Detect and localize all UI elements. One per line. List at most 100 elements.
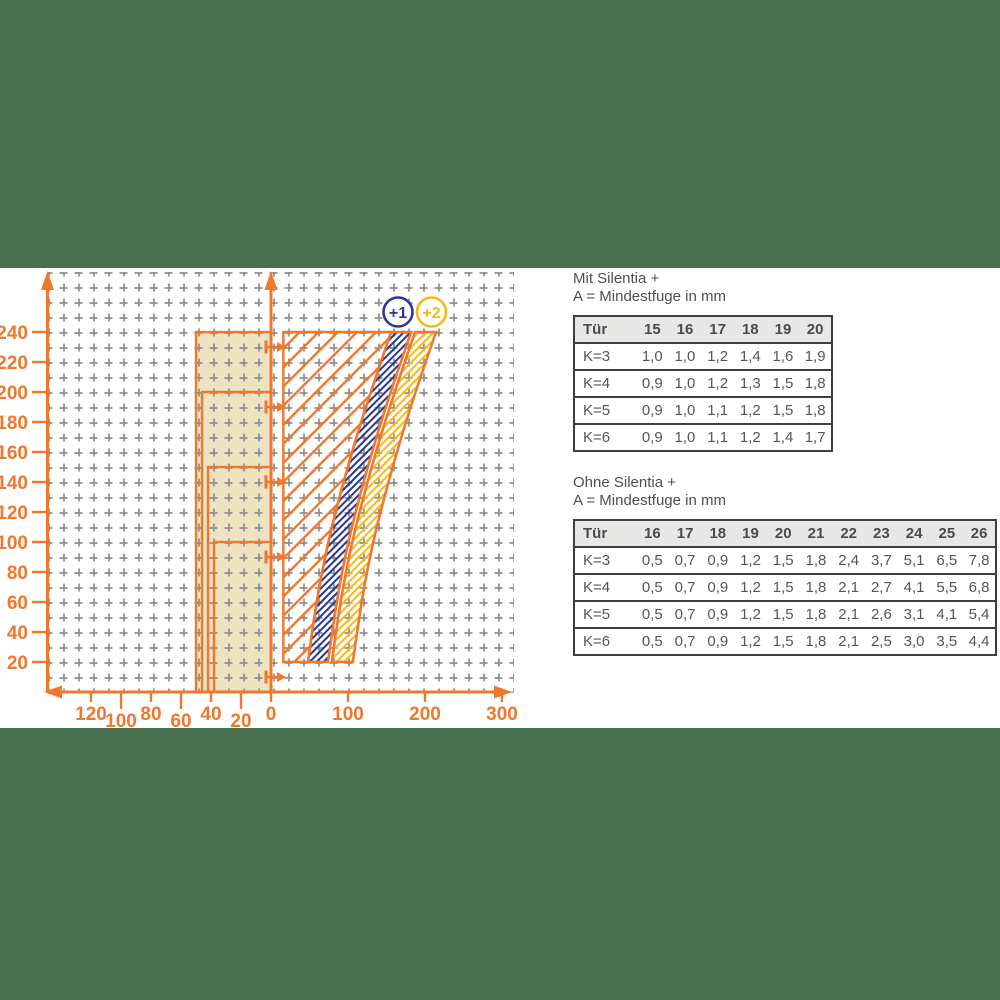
table-header-row: Tür 15 16 17 18 19 20 (574, 316, 832, 343)
value-cell: 1,8 (799, 627, 833, 655)
x-tick-label: 80 (140, 704, 161, 725)
row-label-cell: K=6 (574, 423, 636, 451)
table-header-cell: 18 (701, 520, 735, 547)
table-row: K=5 0,9 1,0 1,1 1,2 1,5 1,8 (574, 396, 832, 424)
value-cell: 0,7 (668, 627, 702, 655)
x-axis-arrowhead-left (44, 685, 62, 699)
value-cell: 1,0 (668, 423, 702, 451)
table-row: K=6 0,9 1,0 1,1 1,2 1,4 1,7 (574, 423, 832, 451)
table-row: K=6 0,5 0,7 0,9 1,2 1,5 1,8 2,1 2,5 3,0 3,5 4,4 (574, 627, 996, 655)
row-label-cell: K=3 (574, 546, 636, 574)
value-cell: 1,2 (701, 369, 734, 397)
table-row: K=3 0,5 0,7 0,9 1,2 1,5 1,8 2,4 3,7 5,1 6,5 7,8 (574, 546, 996, 574)
table-header-cell: 26 (963, 520, 996, 547)
table-title: Mit Silentia + A = Mindestfuge in mm (573, 270, 833, 306)
plus-one-label: +1 (389, 305, 407, 322)
value-cell: 0,7 (668, 573, 702, 601)
mit-silentia-table: Tür 15 16 17 18 19 20 K=3 1,0 1,0 1,2 1,4 1,6 1,9 K=4 0… (573, 315, 833, 452)
value-cell: 5,1 (897, 546, 931, 574)
gap-arrowhead (277, 672, 286, 682)
value-cell: 4,1 (930, 600, 964, 628)
value-cell: 1,5 (766, 627, 800, 655)
value-cell: 4,4 (963, 627, 996, 655)
table-row: K=5 0,5 0,7 0,9 1,2 1,5 1,8 2,1 2,6 3,1 4,1 5,4 (574, 600, 996, 628)
table-header-cell: 23 (865, 520, 898, 547)
gap-marker-layer (264, 340, 286, 684)
value-cell: 0,5 (636, 600, 669, 628)
table-block-mit-silentia: Mit Silentia + A = Mindestfuge in mm Tür… (573, 270, 833, 452)
y-tick-label: 80 (7, 563, 28, 584)
table-header-cell: 25 (930, 520, 964, 547)
value-cell: 6,8 (963, 573, 996, 601)
value-cell: 1,6 (766, 342, 800, 370)
value-cell: 0,9 (701, 600, 735, 628)
value-cell: 1,5 (766, 396, 800, 424)
y-tick-label: 20 (7, 653, 28, 674)
row-label-cell: K=6 (574, 627, 636, 655)
table-row: K=4 0,9 1,0 1,2 1,3 1,5 1,8 (574, 369, 832, 397)
table-header-cell: 19 (766, 316, 800, 343)
value-cell: 2,6 (865, 600, 898, 628)
ohne-silentia-table: Tür 16 17 18 19 20 21 22 23 24 25 26 K=3 0,5 0,7 0,9 1,2… (573, 519, 997, 656)
value-cell: 1,8 (799, 546, 833, 574)
value-cell: 0,9 (701, 627, 735, 655)
value-cell: 3,7 (865, 546, 898, 574)
table-header-cell: 16 (636, 520, 669, 547)
y-tick-label: 220 (0, 353, 28, 374)
x-tick-label: 20 (230, 711, 251, 728)
row-label-cell: K=4 (574, 369, 636, 397)
gap-arrowhead (277, 552, 286, 562)
table-header-cell: 24 (897, 520, 931, 547)
value-cell: 1,0 (668, 369, 702, 397)
table-header-row: Tür 16 17 18 19 20 21 22 23 24 25 26 (574, 520, 996, 547)
table-header-cell: 22 (832, 520, 866, 547)
gap-arrowhead (277, 402, 286, 412)
value-cell: 0,9 (636, 369, 669, 397)
gap-arrowhead (277, 342, 286, 352)
value-cell: 1,0 (668, 342, 702, 370)
table-header-cell: 15 (636, 316, 669, 343)
value-cell: 1,9 (799, 342, 832, 370)
x-tick-label: 200 (409, 704, 441, 725)
value-cell: 5,4 (963, 600, 996, 628)
y-tick-label: 160 (0, 443, 28, 464)
value-cell: 1,8 (799, 396, 832, 424)
table-header-cell: 18 (733, 316, 767, 343)
table-header-cell: 17 (701, 316, 734, 343)
row-label-cell: K=5 (574, 600, 636, 628)
plus-two-label: +2 (422, 305, 440, 322)
value-cell: 1,2 (734, 627, 767, 655)
y-tick-label: 60 (7, 593, 28, 614)
plus-two-badge (415, 296, 448, 328)
value-cell: 1,8 (799, 600, 833, 628)
table-title-line2: A = Mindestfuge in mm (573, 492, 726, 509)
table-header-cell: Tür (574, 316, 636, 343)
value-cell: 0,5 (636, 573, 669, 601)
x-tick-label: 60 (170, 711, 191, 728)
table-title-line2: A = Mindestfuge in mm (573, 288, 726, 305)
value-cell: 1,2 (734, 600, 767, 628)
y-axis-arrowhead (41, 271, 54, 290)
value-cell: 1,5 (766, 369, 800, 397)
table-header-cell: 21 (799, 520, 833, 547)
content-panel: 240 220 200 180 160 140 120 100 80 60 40 20 120 100 80… (0, 268, 1000, 728)
band-badge-layer: +1 +2 (382, 296, 448, 328)
y-tick-label: 120 (0, 503, 28, 524)
value-cell: 1,2 (734, 546, 767, 574)
x-tick-label: 0 (266, 704, 277, 725)
value-cell: 1,5 (766, 573, 800, 601)
table-header-cell: 19 (734, 520, 767, 547)
value-cell: 2,1 (832, 573, 866, 601)
y-tick-label: 200 (0, 383, 28, 404)
x-tick-label: 40 (200, 704, 221, 725)
table-header-cell: 17 (668, 520, 702, 547)
value-cell: 1,0 (668, 396, 702, 424)
value-cell: 2,1 (832, 600, 866, 628)
x-tick-label: 100 (332, 704, 364, 725)
value-cell: 1,5 (766, 600, 800, 628)
table-row: K=4 0,5 0,7 0,9 1,2 1,5 1,8 2,1 2,7 4,1 5,5 6,8 (574, 573, 996, 601)
x-tick-label: 120 (75, 704, 107, 725)
value-cell: 0,7 (668, 546, 702, 574)
value-cell: 3,0 (897, 627, 931, 655)
